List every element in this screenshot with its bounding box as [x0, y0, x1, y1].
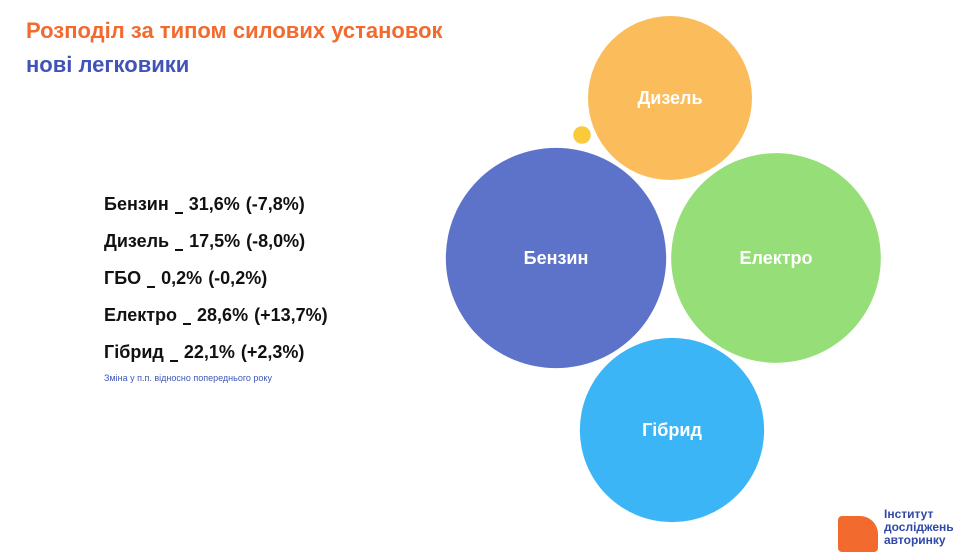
chart-title: Розподіл за типом силових установок	[26, 18, 443, 43]
bubble	[588, 16, 752, 180]
legend-change: (-7,8%)	[245, 194, 305, 214]
separator	[175, 248, 184, 251]
bubble-label: Електро	[739, 248, 812, 268]
legend-entry: Гібрид 22,1% (+2,3%)	[104, 342, 328, 379]
bubble	[573, 126, 591, 144]
legend-entry: ГБО 0,2% (-0,2%)	[104, 268, 328, 305]
legend-value: 22,1%	[183, 342, 235, 362]
legend-name: Електро	[104, 305, 178, 325]
legend-value: 17,5%	[189, 231, 241, 251]
separator	[183, 322, 192, 325]
logo-text: досліджень	[884, 520, 954, 534]
bubble	[445, 147, 667, 369]
logo-mark	[838, 516, 878, 552]
legend-name: ГБО	[104, 268, 142, 288]
logo: Інститут досліджень авторинку	[884, 508, 954, 547]
bubble-label: Бензин	[524, 248, 589, 268]
bubble-label: Гібрид	[642, 420, 702, 440]
legend-entry: Електро 28,6% (+13,7%)	[104, 305, 328, 342]
legend-value: 0,2%	[161, 268, 203, 288]
bubble	[579, 337, 765, 523]
legend-change: (-0,2%)	[208, 268, 268, 288]
legend: Бензин 31,6% (-7,8%) Дизель 17,5% (-8,0%) ГБО 0…	[104, 194, 328, 379]
legend-value: 28,6%	[197, 305, 249, 325]
chart-subtitle: нові легковики	[26, 52, 190, 77]
logo-text: Інститут	[884, 507, 934, 521]
note: Зміна у п.п. відносно попереднього року	[104, 373, 272, 383]
legend-name: Бензин	[104, 194, 169, 214]
legend-value: 31,6%	[188, 194, 240, 214]
logo-text: авторинку	[884, 533, 946, 547]
legend-entry: Бензин 31,6% (-7,8%)	[104, 194, 328, 231]
legend-name: Дизель	[104, 231, 170, 251]
legend-change: (-8,0%)	[246, 231, 306, 251]
legend-change: (+13,7%)	[254, 305, 328, 325]
bubble-label: Дизель	[637, 88, 702, 108]
bubble	[671, 153, 881, 363]
legend-entry: Дизель 17,5% (-8,0%)	[104, 231, 328, 268]
separator	[169, 359, 178, 362]
separator	[147, 285, 156, 288]
separator	[174, 211, 183, 214]
legend-name: Гібрид	[104, 342, 164, 362]
legend-change: (+2,3%)	[240, 342, 305, 362]
